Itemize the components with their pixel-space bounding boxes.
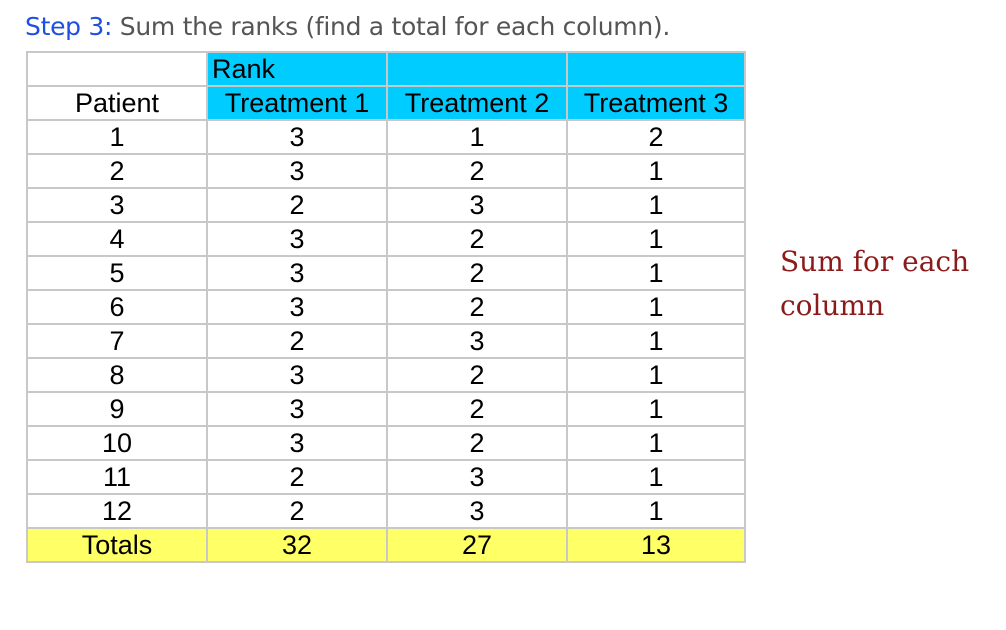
rank-cell: 3 <box>386 459 568 495</box>
rank-cell: 3 <box>386 493 568 529</box>
table-row: 10 3 2 1 <box>26 425 746 461</box>
rank-cell: 2 <box>206 187 388 223</box>
rank-cell: 1 <box>566 357 746 393</box>
rank-cell: 2 <box>206 323 388 359</box>
total-cell: 13 <box>566 527 746 563</box>
blank-header-cell <box>386 51 568 87</box>
column-header-patient: Patient <box>26 85 208 121</box>
side-note-line-1: Sum for each <box>780 245 970 278</box>
rank-cell: 1 <box>566 221 746 257</box>
rank-cell: 1 <box>566 323 746 359</box>
step-instruction: Step 3: Sum the ranks (find a total for … <box>25 12 670 41</box>
rank-cell: 1 <box>566 187 746 223</box>
rank-cell: 3 <box>386 323 568 359</box>
rank-cell: 1 <box>566 391 746 427</box>
rank-cell: 3 <box>206 425 388 461</box>
rank-cell: 2 <box>566 119 746 155</box>
total-cell: 32 <box>206 527 388 563</box>
patient-cell: 12 <box>26 493 208 529</box>
patient-cell: 2 <box>26 153 208 189</box>
side-note-line-2: column <box>780 289 885 322</box>
rank-table: Rank Patient Treatment 1 Treatment 2 Tre… <box>26 51 746 563</box>
blank-header-cell <box>26 51 208 87</box>
rank-cell: 3 <box>206 119 388 155</box>
rank-cell: 1 <box>386 119 568 155</box>
patient-cell: 4 <box>26 221 208 257</box>
step-label: Step 3: <box>25 12 113 41</box>
rank-cell: 3 <box>206 289 388 325</box>
rank-cell: 3 <box>206 221 388 257</box>
rank-cell: 1 <box>566 153 746 189</box>
rank-cell: 1 <box>566 255 746 291</box>
rank-cell: 1 <box>566 493 746 529</box>
rank-cell: 2 <box>386 391 568 427</box>
rank-cell: 1 <box>566 425 746 461</box>
patient-cell: 9 <box>26 391 208 427</box>
totals-row: Totals 32 27 13 <box>26 527 746 563</box>
rank-cell: 3 <box>206 357 388 393</box>
totals-label: Totals <box>26 527 208 563</box>
group-header-row: Rank <box>26 51 746 87</box>
column-header-treatment-2: Treatment 2 <box>386 85 568 121</box>
rank-cell: 2 <box>386 255 568 291</box>
rank-cell: 3 <box>206 255 388 291</box>
patient-cell: 7 <box>26 323 208 359</box>
rank-cell: 1 <box>566 289 746 325</box>
patient-cell: 10 <box>26 425 208 461</box>
patient-cell: 6 <box>26 289 208 325</box>
rank-cell: 3 <box>206 391 388 427</box>
table-row: 12 2 3 1 <box>26 493 746 529</box>
patient-cell: 8 <box>26 357 208 393</box>
rank-cell: 2 <box>386 221 568 257</box>
total-cell: 27 <box>386 527 568 563</box>
rank-cell: 2 <box>206 459 388 495</box>
column-header-treatment-1: Treatment 1 <box>206 85 388 121</box>
rank-cell: 1 <box>566 459 746 495</box>
patient-cell: 3 <box>26 187 208 223</box>
column-header-treatment-3: Treatment 3 <box>566 85 746 121</box>
rank-cell: 2 <box>386 289 568 325</box>
table-row: 11 2 3 1 <box>26 459 746 495</box>
patient-cell: 11 <box>26 459 208 495</box>
rank-cell: 2 <box>386 153 568 189</box>
blank-header-cell <box>566 51 746 87</box>
step-text: Sum the ranks (find a total for each col… <box>119 12 671 41</box>
side-note: Sum for each column <box>780 240 1006 328</box>
rank-group-header: Rank <box>206 51 388 87</box>
rank-cell: 2 <box>386 357 568 393</box>
column-header-row: Patient Treatment 1 Treatment 2 Treatmen… <box>26 85 746 121</box>
patient-cell: 1 <box>26 119 208 155</box>
rank-cell: 2 <box>206 493 388 529</box>
rank-cell: 3 <box>206 153 388 189</box>
rank-cell: 2 <box>386 425 568 461</box>
patient-cell: 5 <box>26 255 208 291</box>
rank-cell: 3 <box>386 187 568 223</box>
